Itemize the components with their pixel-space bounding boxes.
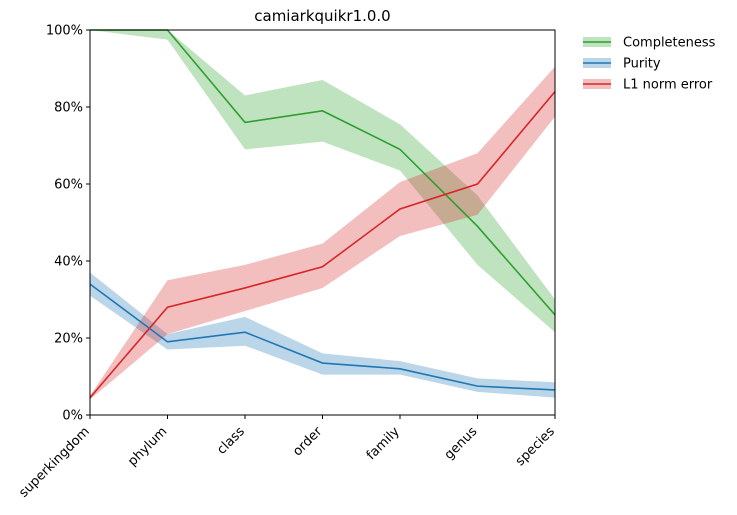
y-axis: 0% 20% 40% 60% 80% 100% [46,24,90,424]
x-tick-label: superkingdom [16,424,92,500]
purity-line [89,283,556,391]
x-axis: superkingdom phylum class order family genus s… [16,415,558,501]
y-tick-label: 100% [46,24,83,39]
y-tick-label: 0% [62,409,83,424]
legend: Completeness Purity L1 norm error [583,36,716,93]
l1-norm-error-band [90,66,555,400]
y-tick-label: 60% [54,178,83,193]
y-tick-label: 20% [54,332,83,347]
completeness-legend-label: Completeness [623,36,716,51]
x-tick-label: phylum [125,424,170,469]
l1-norm-error-legend-label: L1 norm error [623,78,713,93]
y-tick-label: 40% [54,255,83,270]
x-tick-label: order [290,424,326,460]
x-tick-label: class [214,424,248,458]
x-tick-label: species [513,424,558,469]
chart-title: camiarkquikr1.0.0 [254,7,390,25]
purity-band [90,272,555,398]
purity-legend-label: Purity [623,57,661,72]
x-tick-label: family [364,424,403,463]
y-tick-label: 80% [54,101,83,116]
l1-norm-error-line [89,91,556,399]
confidence-bands [90,30,555,400]
completeness-band [90,30,555,333]
x-tick-label: genus [442,424,481,463]
